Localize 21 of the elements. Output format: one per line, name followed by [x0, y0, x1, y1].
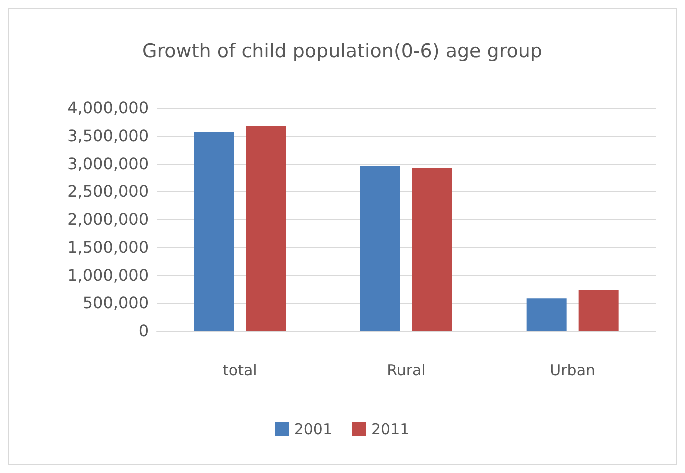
y-tick-label: 2,500,000 [68, 182, 149, 202]
y-tick-label: 1,000,000 [68, 266, 149, 285]
bar [412, 168, 452, 331]
bar [526, 298, 567, 331]
bar [194, 132, 234, 331]
y-tick-label: 500,000 [82, 294, 149, 313]
legend-label: 2001 [294, 420, 333, 438]
x-tick-label: Rural [387, 362, 426, 380]
y-tick-label: 3,500,000 [68, 126, 149, 146]
y-tick-label: 2,000,000 [68, 210, 149, 229]
x-tick-label: total [223, 362, 258, 380]
y-tick-label: 4,000,000 [68, 98, 149, 118]
x-tick-label: Urban [550, 362, 596, 380]
y-tick-label: 3,000,000 [68, 154, 149, 174]
y-tick-label: 0 [138, 322, 149, 340]
bar [246, 126, 286, 331]
y-tick-label: 1,500,000 [68, 238, 149, 257]
bar [578, 290, 619, 331]
chart-title: Growth of child population(0-6) age group [142, 40, 542, 62]
bar [360, 166, 400, 331]
legend-label: 2011 [372, 420, 410, 438]
